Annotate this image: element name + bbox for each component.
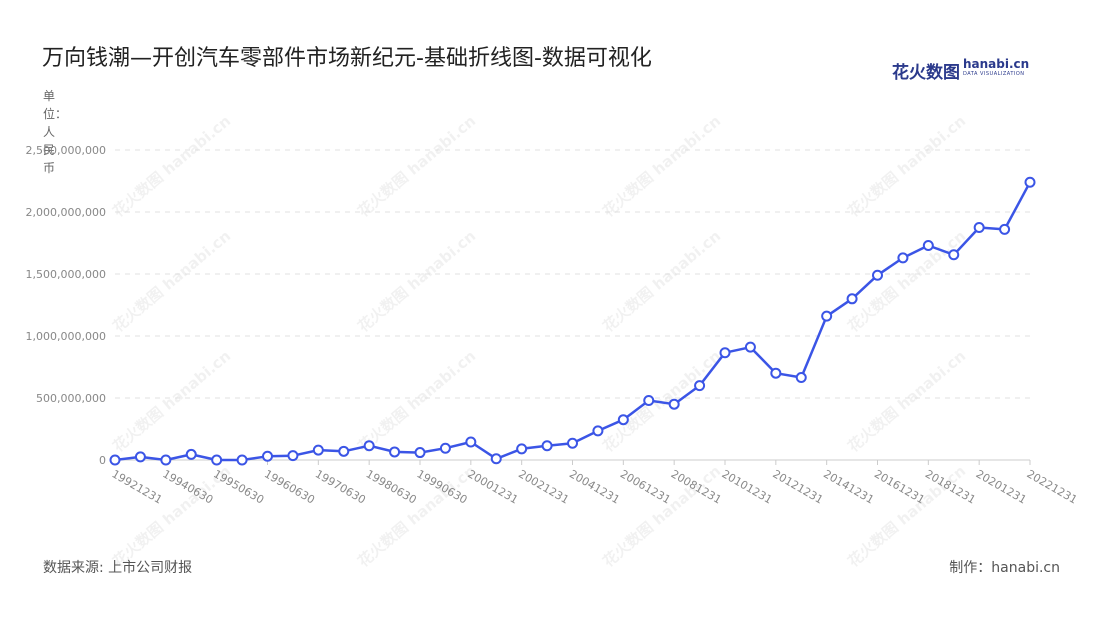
x-tick-label: 19970630 bbox=[313, 467, 368, 506]
data-point[interactable] bbox=[414, 447, 426, 459]
x-tick-label: 20061231 bbox=[618, 467, 673, 506]
data-point[interactable] bbox=[643, 394, 655, 406]
watermark-text: 花火数图 hanabi.cn bbox=[599, 227, 724, 336]
data-point[interactable] bbox=[236, 454, 248, 466]
x-tick-label: 20121231 bbox=[770, 467, 825, 506]
x-tick-label: 19960630 bbox=[262, 467, 317, 506]
x-tick-label: 20201231 bbox=[974, 467, 1029, 506]
data-point[interactable] bbox=[872, 269, 883, 281]
data-point[interactable] bbox=[185, 448, 197, 460]
data-point[interactable] bbox=[312, 444, 324, 456]
watermark-text: 花火数图 hanabi.cn bbox=[109, 227, 234, 336]
data-point[interactable] bbox=[846, 293, 858, 305]
data-point[interactable] bbox=[744, 341, 756, 353]
watermark-text: 花火数图 hanabi.cn bbox=[599, 112, 724, 221]
watermark-text: 花火数图 hanabi.cn bbox=[354, 227, 479, 336]
data-point[interactable] bbox=[490, 453, 502, 465]
x-tick-label: 20001231 bbox=[465, 467, 520, 506]
watermark-text: 花火数图 hanabi.cn bbox=[354, 347, 479, 456]
watermark-text: 花火数图 hanabi.cn bbox=[844, 227, 969, 336]
data-point[interactable] bbox=[465, 436, 477, 448]
chart-title: 万向钱潮—开创汽车零部件市场新纪元-基础折线图-数据可视化 bbox=[42, 46, 652, 71]
data-point[interactable] bbox=[516, 443, 528, 455]
data-point[interactable] bbox=[134, 451, 146, 463]
x-tick-label: 20141231 bbox=[821, 467, 876, 506]
data-point[interactable] bbox=[363, 440, 375, 452]
data-point[interactable] bbox=[338, 445, 350, 457]
brand-logo: 花火数图 hanabi.cn DATA VISUALIZATION bbox=[892, 57, 1030, 84]
data-point[interactable] bbox=[897, 252, 909, 264]
data-point[interactable] bbox=[617, 414, 629, 426]
data-point[interactable] bbox=[694, 380, 706, 392]
x-tick-label: 19921231 bbox=[110, 467, 165, 506]
x-tick-label: 19980630 bbox=[364, 467, 419, 506]
data-source: 数据来源: 上市公司财报 bbox=[43, 560, 193, 576]
data-point[interactable] bbox=[922, 239, 934, 251]
logo-en: hanabi.cn bbox=[963, 57, 1030, 71]
data-point[interactable] bbox=[821, 310, 833, 322]
data-point[interactable] bbox=[262, 450, 273, 462]
y-tick-label: 0 bbox=[99, 454, 106, 467]
credit: 制作：hanabi.cn bbox=[949, 560, 1060, 576]
data-point[interactable] bbox=[592, 425, 604, 437]
y-tick-label: 500,000,000 bbox=[36, 392, 106, 405]
data-point[interactable] bbox=[567, 437, 578, 449]
watermark-layer: 花火数图 hanabi.cn 花火数图 hanabi.cn 花火数图 hanabi.… bbox=[109, 112, 969, 571]
watermark-text: 花火数图 hanabi.cn bbox=[844, 462, 969, 571]
data-point[interactable] bbox=[1024, 176, 1036, 188]
y-tick-label: 1,500,000,000 bbox=[26, 268, 106, 281]
watermark-text: 花火数图 hanabi.cn bbox=[844, 112, 969, 221]
x-tick-label: 20021231 bbox=[516, 467, 571, 506]
y-tick-label: 2,000,000,000 bbox=[26, 206, 106, 219]
data-point[interactable] bbox=[948, 249, 960, 261]
series-layer bbox=[109, 176, 1036, 466]
x-tick-label: 20041231 bbox=[567, 467, 622, 506]
logo-cn: 花火数图 bbox=[892, 63, 960, 83]
data-point[interactable] bbox=[389, 446, 401, 458]
data-point[interactable] bbox=[795, 372, 807, 384]
x-tick-label: 20161231 bbox=[872, 467, 927, 506]
x-tick-label: 20221231 bbox=[1025, 467, 1080, 506]
watermark-text: 花火数图 hanabi.cn bbox=[109, 112, 234, 221]
data-point[interactable] bbox=[668, 398, 680, 410]
watermark-text: 花火数图 hanabi.cn bbox=[109, 347, 234, 456]
y-tick-label: 2,500,000,000 bbox=[26, 144, 106, 157]
watermark-text: 花火数图 hanabi.cn bbox=[844, 347, 969, 456]
data-point[interactable] bbox=[541, 440, 553, 452]
data-point[interactable] bbox=[439, 442, 451, 454]
x-tick-label: 20101231 bbox=[720, 467, 775, 506]
data-point[interactable] bbox=[109, 454, 121, 466]
data-point[interactable] bbox=[287, 450, 299, 462]
data-point[interactable] bbox=[719, 347, 731, 359]
logo-sub: DATA VISUALIZATION bbox=[963, 71, 1025, 77]
data-point[interactable] bbox=[211, 454, 223, 466]
data-point[interactable] bbox=[160, 454, 172, 466]
data-point[interactable] bbox=[770, 367, 782, 379]
y-tick-label: 1,000,000,000 bbox=[26, 330, 106, 343]
y-axis-ticks: 0 500,000,000 1,000,000,000 1,500,000,000 2,… bbox=[26, 144, 106, 467]
data-point[interactable] bbox=[973, 222, 985, 233]
watermark-text: 花火数图 hanabi.cn bbox=[354, 112, 479, 221]
data-point[interactable] bbox=[999, 223, 1011, 235]
